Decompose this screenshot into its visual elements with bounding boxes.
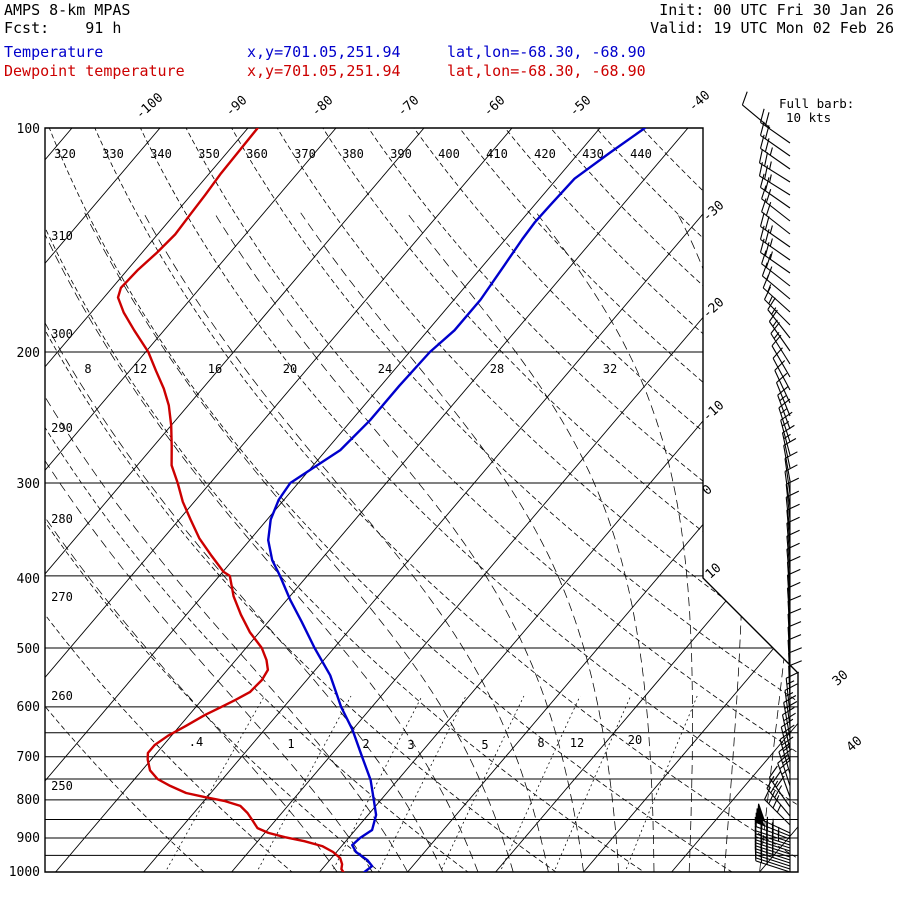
moist-adiabats-group	[45, 212, 798, 872]
svg-text:270: 270	[51, 590, 73, 604]
isotherm-labels-top: -100 -90 -80 -70 -60 -50 -40	[133, 88, 713, 122]
svg-text:290: 290	[51, 421, 73, 435]
svg-text:200: 200	[17, 346, 40, 361]
svg-text:600: 600	[17, 700, 40, 715]
svg-text:280: 280	[51, 512, 73, 526]
svg-text:-80: -80	[309, 93, 336, 120]
svg-text:390: 390	[390, 147, 412, 161]
wind-barbs-group	[741, 91, 802, 873]
svg-text:8: 8	[84, 362, 91, 376]
legend-temperature-latlon: lat,lon=-68.30, -68.90	[447, 43, 646, 61]
svg-text:.4: .4	[189, 735, 203, 749]
svg-text:10: 10	[703, 561, 725, 583]
svg-text:300: 300	[17, 477, 40, 492]
svg-text:800: 800	[17, 793, 40, 808]
temperature-curve	[267, 128, 647, 872]
svg-text:1000: 1000	[9, 865, 40, 880]
svg-text:900: 900	[17, 831, 40, 846]
legend-dewpoint-latlon: lat,lon=-68.30, -68.90	[447, 62, 646, 80]
svg-text:250: 250	[51, 779, 73, 793]
svg-text:700: 700	[17, 750, 40, 765]
svg-text:400: 400	[438, 147, 460, 161]
svg-text:410: 410	[486, 147, 508, 161]
svg-text:-70: -70	[395, 93, 422, 120]
mixing-ratio-group	[164, 695, 698, 872]
svg-text:28: 28	[490, 362, 504, 376]
svg-text:16: 16	[208, 362, 222, 376]
svg-text:360: 360	[246, 147, 268, 161]
svg-text:-60: -60	[481, 93, 508, 120]
dewpoint-curve	[116, 128, 345, 872]
svg-text:400: 400	[17, 572, 40, 587]
svg-text:420: 420	[534, 147, 556, 161]
svg-text:-10: -10	[700, 398, 727, 425]
isotherms-group	[45, 128, 798, 872]
svg-text:12: 12	[570, 736, 584, 750]
dry-adiabats-group	[45, 128, 798, 872]
svg-text:380: 380	[342, 147, 364, 161]
legend-temperature-xy: x,y=701.05,251.94	[247, 43, 401, 61]
svg-text:500: 500	[17, 642, 40, 657]
svg-text:-40: -40	[686, 88, 713, 115]
full-barb-legend-line1: Full barb:	[779, 96, 855, 111]
svg-text:2: 2	[362, 737, 369, 751]
dry-adiabat-labels-left: 310 300 290 280 270 260 250	[51, 229, 73, 793]
init-time: Init: 00 UTC Fri 30 Jan 26	[659, 1, 894, 19]
svg-text:1: 1	[287, 737, 294, 751]
svg-text:5: 5	[481, 738, 488, 752]
svg-text:310: 310	[51, 229, 73, 243]
valid-time: Valid: 19 UTC Mon 02 Feb 26	[650, 19, 894, 37]
legend-dewpoint-label: Dewpoint temperature	[4, 62, 185, 80]
svg-text:-20: -20	[700, 295, 727, 322]
svg-text:32: 32	[603, 362, 617, 376]
dry-adiabat-labels-top: 320 330 340 350 360 370 380 390 400 410 420 430 440	[54, 147, 652, 161]
svg-text:-100: -100	[133, 90, 166, 122]
legend-temperature-label: Temperature	[4, 43, 104, 61]
pressure-axis-labels: 100 200 300 400 500 600 700 800 900 1000	[9, 122, 40, 880]
plot-boundary	[44, 127, 799, 873]
moist-adiabat-labels: 8 12 16 20 24 28 32	[84, 362, 617, 376]
svg-text:3: 3	[407, 738, 414, 752]
svg-text:430: 430	[582, 147, 604, 161]
svg-text:12: 12	[133, 362, 147, 376]
svg-text:-30: -30	[700, 198, 727, 225]
svg-text:300: 300	[51, 327, 73, 341]
svg-text:24: 24	[378, 362, 392, 376]
svg-text:20: 20	[628, 733, 642, 747]
svg-text:320: 320	[54, 147, 76, 161]
mixing-ratio-labels: .4 1 2 3 5 8 12 20	[189, 733, 642, 752]
svg-text:30: 30	[830, 668, 852, 690]
svg-text:440: 440	[630, 147, 652, 161]
svg-text:-50: -50	[567, 93, 594, 120]
svg-text:330: 330	[102, 147, 124, 161]
svg-text:8: 8	[537, 736, 544, 750]
svg-text:40: 40	[844, 734, 866, 756]
grid	[45, 128, 798, 872]
svg-text:-90: -90	[223, 93, 250, 120]
fcst-hour: Fcst: 91 h	[4, 19, 122, 37]
svg-text:100: 100	[17, 122, 40, 137]
legend-dewpoint-xy: x,y=701.05,251.94	[247, 62, 401, 80]
svg-text:350: 350	[198, 147, 220, 161]
svg-text:260: 260	[51, 689, 73, 703]
svg-text:20: 20	[283, 362, 297, 376]
model-title: AMPS 8-km MPAS	[4, 1, 131, 19]
svg-text:0: 0	[700, 482, 716, 498]
isobars-group	[45, 128, 798, 872]
svg-text:370: 370	[294, 147, 316, 161]
full-barb-legend-line2: 10 kts	[786, 110, 832, 125]
svg-text:340: 340	[150, 147, 172, 161]
